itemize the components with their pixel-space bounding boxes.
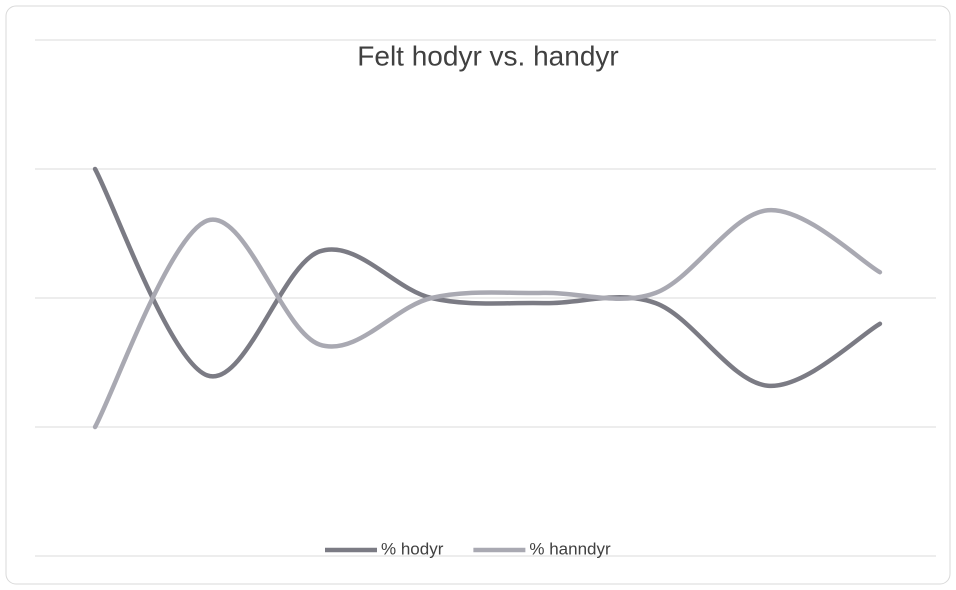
legend-label: % hodyr <box>381 539 444 558</box>
series-line <box>92 208 883 430</box>
grid <box>35 39 936 557</box>
lines <box>92 166 883 430</box>
series-line <box>92 166 883 388</box>
legend-label: % hanndyr <box>529 539 611 558</box>
legend: % hodyr % hanndyr <box>325 539 611 558</box>
chart-title: Felt hodyr vs. handyr <box>357 40 618 71</box>
chart-border <box>5 5 951 585</box>
